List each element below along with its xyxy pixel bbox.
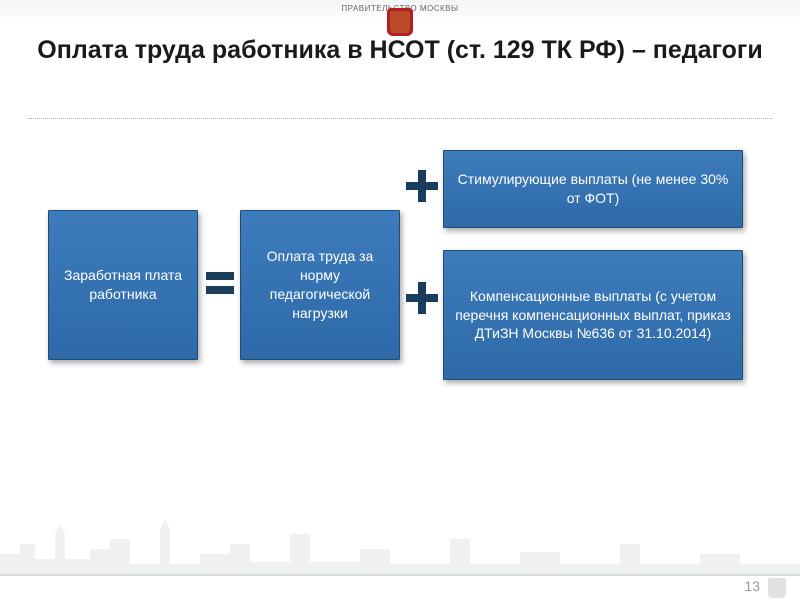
- box-compensation: Компенсационные выплаты (с учетом перечн…: [443, 250, 743, 380]
- footer-divider: [0, 574, 800, 576]
- operator-equals: [202, 258, 238, 308]
- operator-plus-top: [404, 168, 440, 204]
- title-container: Оплата труда работника в НСОТ (ст. 129 Т…: [20, 34, 780, 67]
- page-title: Оплата труда работника в НСОТ (ст. 129 Т…: [20, 34, 780, 67]
- box-stimulating-label: Стимулирующие выплаты (не менее 30% от Ф…: [454, 170, 732, 208]
- box-norma: Оплата труда за норму педагогической наг…: [240, 210, 400, 360]
- salary-formula-diagram: Заработная плата работника Оплата труда …: [48, 150, 752, 450]
- title-underline: [28, 118, 772, 119]
- box-compensation-label: Компенсационные выплаты (с учетом перечн…: [454, 287, 732, 344]
- box-salary: Заработная плата работника: [48, 210, 198, 360]
- skyline-silhouette-icon: [0, 514, 800, 574]
- page-number: 13: [744, 578, 760, 594]
- operator-plus-bottom: [404, 280, 440, 316]
- corner-emblem-icon: [768, 578, 786, 598]
- box-norma-label: Оплата труда за норму педагогической наг…: [251, 247, 389, 323]
- box-stimulating: Стимулирующие выплаты (не менее 30% от Ф…: [443, 150, 743, 228]
- box-salary-label: Заработная плата работника: [59, 266, 187, 304]
- moscow-coat-of-arms-icon: [387, 8, 413, 36]
